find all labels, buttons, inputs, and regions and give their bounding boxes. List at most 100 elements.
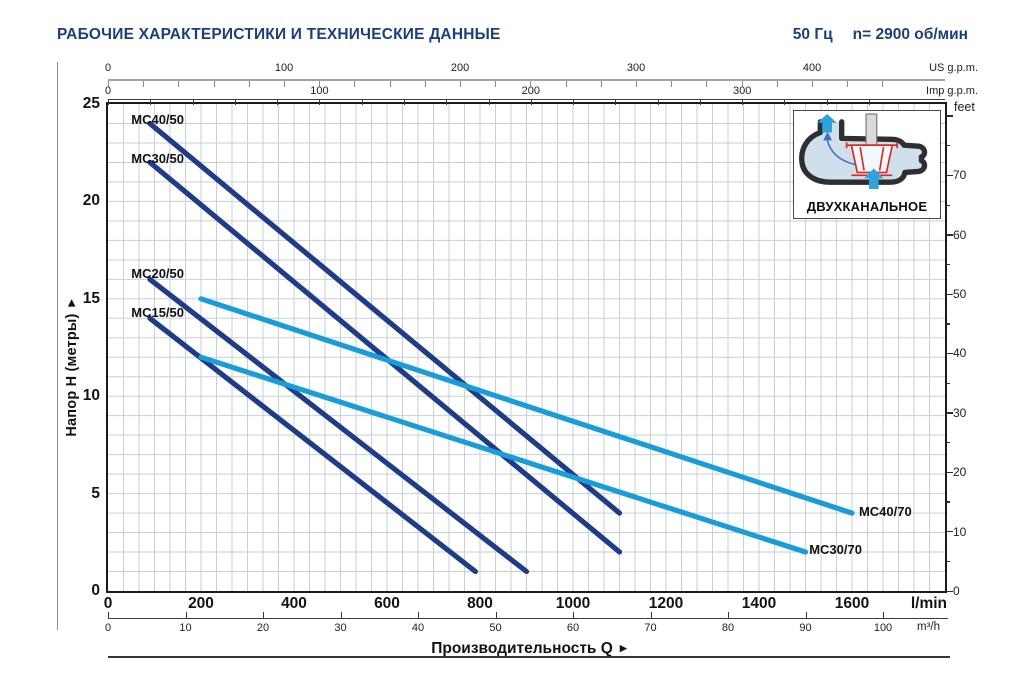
lmin-tick-label: 0 [103,595,113,612]
m3h-tick-label: 50 [489,622,502,634]
us-gpm-tick [108,81,109,87]
us-gpm-tick [143,81,145,87]
curve-label-MC20/50: MC20/50 [131,265,184,281]
imp-gpm-tick-label: 0 [104,85,112,97]
feet-tick-label: 20 [953,465,967,480]
us-gpm-tick [213,81,215,87]
m3h-tick [340,612,342,618]
feet-tick-label: 70 [953,168,967,183]
feet-tick [946,412,953,414]
feet-tick [946,382,950,384]
feet-tick [946,145,950,147]
m3h-tick-label: 80 [721,622,735,634]
feet-tick [946,531,953,533]
feet-tick [946,590,953,592]
m3h-tick-label: 10 [179,622,192,634]
us-gpm-tick [882,81,884,87]
us-gpm-tick [424,81,426,87]
m3h-tick-label: 90 [799,622,812,634]
m3h-tick [805,612,807,618]
impeller-type-label: ДВУХКАНАЛЬНОЕ [806,199,928,214]
imp-gpm-tick [150,100,152,105]
imp-gpm-tick [277,100,279,105]
impeller-outline [845,142,898,177]
curve-MC20/50 [146,276,529,574]
imp-gpm-tick [699,100,701,105]
imp-gpm-tick [869,100,870,105]
feet-tick [946,293,953,295]
x-axis-title-text: Производительность Q [431,640,613,657]
discharge-arrow-icon [817,114,837,133]
m3h-tick-label: 20 [256,622,270,634]
m3h-tick-label: 30 [334,622,347,634]
us-gpm-tick-label: 200 [450,62,470,74]
imp-gpm-unit-label: Imp g.p.m. [926,85,978,97]
us-gpm-tick [706,81,708,87]
imp-gpm-tick-label: 200 [521,85,540,97]
us-gpm-tick [671,81,673,87]
us-gpm-tick-label: 0 [104,62,112,74]
lmin-tick-label: 1000 [555,595,591,612]
feet-tick [946,323,950,325]
m3h-tick [418,612,419,618]
m3h-tick [185,612,187,618]
feet-tick [946,115,953,117]
pump-casing-outline [799,119,928,185]
m3h-tick-label: 40 [411,622,425,634]
feet-tick [946,560,950,563]
pump-shaft [865,113,878,148]
us-gpm-tick [565,81,567,87]
us-gpm-tick [847,81,849,87]
us-gpm-tick [600,81,602,87]
imp-gpm-axis-line [108,99,945,101]
feet-tick-label: 60 [953,227,967,242]
speed-value: n= 2900 об/мин [852,26,968,43]
curve-MC30/70 [197,354,808,555]
us-gpm-tick [530,81,532,87]
us-gpm-tick [389,81,391,87]
us-gpm-tick [354,81,356,87]
lmin-tick-label: 400 [281,595,307,612]
us-gpm-axis-line [108,79,945,82]
curve-MC40/70 [197,295,855,516]
head-m-tick-label: 10 [82,387,100,405]
feet-tick-label: 40 [953,346,967,361]
imp-gpm-tick [319,100,321,105]
us-gpm-tick [460,81,462,87]
frequency-speed: 50 Гц n= 2900 об/мин [793,26,968,44]
m3h-tick-label: 60 [566,622,580,634]
curve-label-MC30/50: MC30/50 [131,150,184,166]
m3h-tick [883,612,884,618]
lmin-unit-label: l/min [910,595,947,612]
feet-tick [946,352,953,355]
page-left-border [57,62,58,630]
curve-MC40/50 [146,120,622,516]
feet-tick-label: 30 [953,405,967,420]
lmin-tick-label: 1200 [648,595,684,612]
imp-gpm-tick [488,100,490,105]
y-axis-title-text: Напор H (метры) [64,313,80,437]
feet-tick [946,501,950,503]
imp-gpm-tick [657,100,659,105]
head-m-tick-label: 25 [82,95,100,112]
suction-arrow-icon [864,168,884,189]
head-m-tick-label: 15 [82,289,100,307]
m3h-axis-line [108,618,948,620]
us-gpm-tick [776,81,778,87]
imp-gpm-tick [530,100,532,105]
y-axis-title: Напор H (метры)▶ [64,299,80,436]
m3h-tick [650,612,652,618]
m3h-unit-label: m³/h [917,621,940,633]
m3h-tick-label: 70 [644,622,657,634]
imp-gpm-tick [361,100,363,105]
imp-gpm-tick [403,100,405,105]
us-gpm-tick [284,81,286,87]
us-gpm-tick [495,81,497,87]
us-gpm-tick-label: 300 [626,62,646,74]
imp-gpm-tick [742,100,744,105]
feet-tick [946,234,953,236]
lmin-tick-label: 800 [467,595,493,612]
head-m-tick-label: 5 [91,484,100,502]
flow-arrowhead [823,131,832,141]
us-gpm-tick [636,81,638,87]
